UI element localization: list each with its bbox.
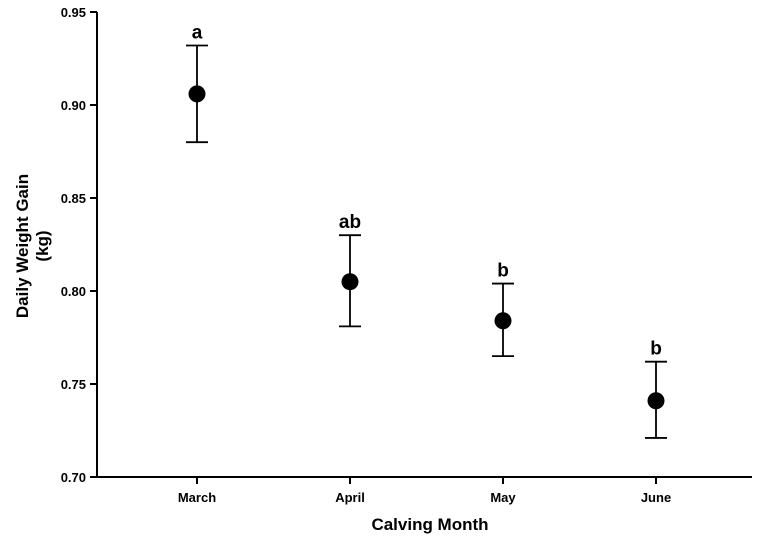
x-tick-label: May <box>490 490 516 505</box>
y-axis-title-line-2: (kg) <box>33 230 52 261</box>
y-axis: 0.70 0.75 0.80 0.85 0.90 0.95 <box>61 5 98 485</box>
significance-label: a <box>192 22 203 43</box>
data-point <box>647 392 665 410</box>
y-tick-label: 0.75 <box>61 377 86 392</box>
y-tick-label: 0.95 <box>61 5 86 20</box>
x-axis: March April May June <box>96 476 752 505</box>
y-tick-label: 0.80 <box>61 284 86 299</box>
significance-label: ab <box>339 212 361 233</box>
y-axis-title-line-1: Daily Weight Gain <box>13 174 32 318</box>
data-point <box>494 312 512 330</box>
y-tick-label: 0.70 <box>61 470 86 485</box>
significance-label: b <box>650 339 662 360</box>
x-tick-label: March <box>178 490 216 505</box>
x-tick-label: June <box>641 490 671 505</box>
y-tick-label: 0.85 <box>61 191 86 206</box>
data-point <box>341 273 359 291</box>
x-axis-title: Calving Month <box>371 515 488 534</box>
x-tick-label: April <box>335 490 365 505</box>
y-axis-title: Daily Weight Gain (kg) <box>13 174 52 318</box>
data-point-group: ab <box>339 212 361 328</box>
data-point-group: b <box>492 261 514 358</box>
y-tick-label: 0.90 <box>61 98 86 113</box>
significance-label: b <box>497 261 509 282</box>
data-point <box>188 85 206 103</box>
data-point-group: b <box>645 339 667 439</box>
data-point-group: a <box>186 22 208 144</box>
data-points: a ab b b <box>186 22 667 439</box>
